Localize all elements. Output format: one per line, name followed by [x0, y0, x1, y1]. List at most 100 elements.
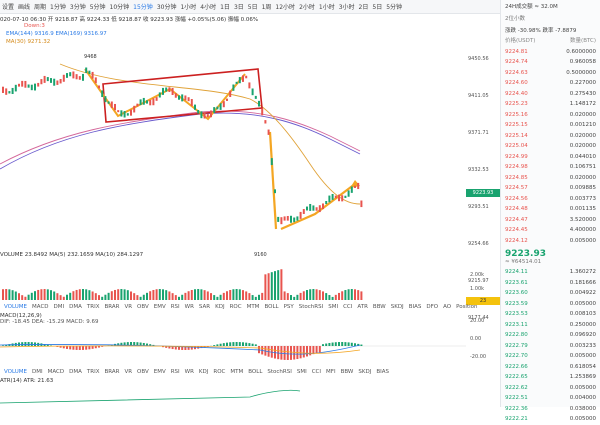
indicator-tab[interactable]: EMV — [154, 304, 166, 310]
indicator-tab[interactable]: KDJ — [215, 304, 224, 310]
indicator-tab[interactable]: DMI — [54, 304, 65, 310]
toolbar-item[interactable]: 周期 — [34, 2, 46, 11]
toolbar-item[interactable]: 1小时 — [180, 2, 196, 11]
toolbar-item[interactable]: 5日 — [248, 2, 258, 11]
indicator-tab[interactable]: DFO — [426, 304, 438, 310]
toolbar-item[interactable]: 1小时 — [319, 2, 335, 11]
toolbar-item[interactable]: 2日 — [359, 2, 369, 11]
indicator-tab[interactable]: WR — [185, 369, 194, 375]
toolbar-item[interactable]: 2小时 — [299, 2, 315, 11]
indicator-tab[interactable]: PSY — [284, 304, 294, 310]
indicator-tab[interactable]: BIAS — [376, 369, 389, 375]
indicator-tab[interactable]: BBW — [373, 304, 386, 310]
indicator-tab[interactable]: DMI — [32, 369, 43, 375]
indicator-tab[interactable]: DMA — [69, 369, 82, 375]
toolbar-item[interactable]: 3分钟 — [70, 2, 86, 11]
indicator-tab[interactable]: OBV — [137, 369, 149, 375]
indicator-tab[interactable]: VOLUME — [4, 304, 27, 310]
indicator-tab[interactable]: WR — [185, 304, 194, 310]
toolbar-item[interactable]: 4小时 — [200, 2, 216, 11]
indicator-tab[interactable]: MFI — [326, 369, 336, 375]
indicator-tab[interactable]: BRAR — [104, 304, 119, 310]
indicator-tab[interactable]: TRIX — [87, 304, 100, 310]
indicator-tab[interactable]: BRAR — [104, 369, 119, 375]
indicator-tab[interactable]: CCI — [312, 369, 321, 375]
indicator-tab[interactable]: AO — [443, 304, 451, 310]
toolbar-item[interactable]: 1分钟 — [50, 2, 66, 11]
toolbar-item[interactable]: 15分钟 — [133, 2, 153, 11]
indicator-tab[interactable]: MACD — [32, 304, 49, 310]
toolbar-item[interactable]: 3小时 — [339, 2, 355, 11]
toolbar-item[interactable]: 3日 — [234, 2, 244, 11]
indicator-tab[interactable]: KDJ — [199, 369, 208, 375]
indicator-tab[interactable]: OBV — [137, 304, 149, 310]
toolbar-item[interactable]: 画线 — [18, 2, 30, 11]
indicator-tab[interactable]: SAR — [199, 304, 210, 310]
indicator-tab[interactable]: MTM — [247, 304, 260, 310]
toolbar-item[interactable]: 设置 — [2, 2, 14, 11]
indicator-tab[interactable]: CCI — [343, 304, 352, 310]
indicator-tab[interactable]: VOLUME — [4, 369, 27, 375]
indicator-tab[interactable]: TRIX — [87, 369, 100, 375]
indicator-tab[interactable]: RSI — [171, 369, 180, 375]
indicator-tab[interactable]: VR — [124, 369, 132, 375]
precision-select[interactable]: 2位小数 — [501, 12, 600, 24]
indicator-tab[interactable]: StochRSI — [299, 304, 323, 310]
indicator-tab[interactable]: ROC — [230, 304, 242, 310]
toolbar-item[interactable]: 5分钟 — [386, 2, 402, 11]
indicator-tab[interactable]: SKDJ — [358, 369, 371, 375]
indicator-tab[interactable]: ROC — [213, 369, 225, 375]
toolbar-item[interactable]: 5日 — [372, 2, 382, 11]
toolbar-item[interactable]: 10分钟 — [110, 2, 130, 11]
indicator-tab[interactable]: BIAS — [409, 304, 422, 310]
toolbar-item[interactable]: 1周 — [262, 2, 272, 11]
indicator-tab[interactable]: StochRSI — [267, 369, 291, 375]
indicator-tab[interactable]: MACD — [48, 369, 65, 375]
indicator-tab[interactable]: Position — [456, 304, 477, 310]
indicator-tab[interactable]: SKDJ — [391, 304, 404, 310]
toolbar-item[interactable]: 1日 — [220, 2, 230, 11]
indicator-tab[interactable]: SMI — [328, 304, 338, 310]
toolbar-item[interactable]: 30分钟 — [157, 2, 177, 11]
indicator-tab[interactable]: SMI — [297, 369, 307, 375]
indicator-tab[interactable]: EMV — [154, 369, 166, 375]
indicator-tab[interactable]: BOLL — [248, 369, 262, 375]
toolbar-item[interactable]: 12小时 — [275, 2, 295, 11]
indicator-tab[interactable]: BOLL — [264, 304, 278, 310]
toolbar-item[interactable]: 5分钟 — [90, 2, 106, 11]
indicator-tab[interactable]: VR — [124, 304, 132, 310]
indicator-tab[interactable]: DMA — [69, 304, 82, 310]
indicator-tab[interactable]: RSI — [171, 304, 180, 310]
